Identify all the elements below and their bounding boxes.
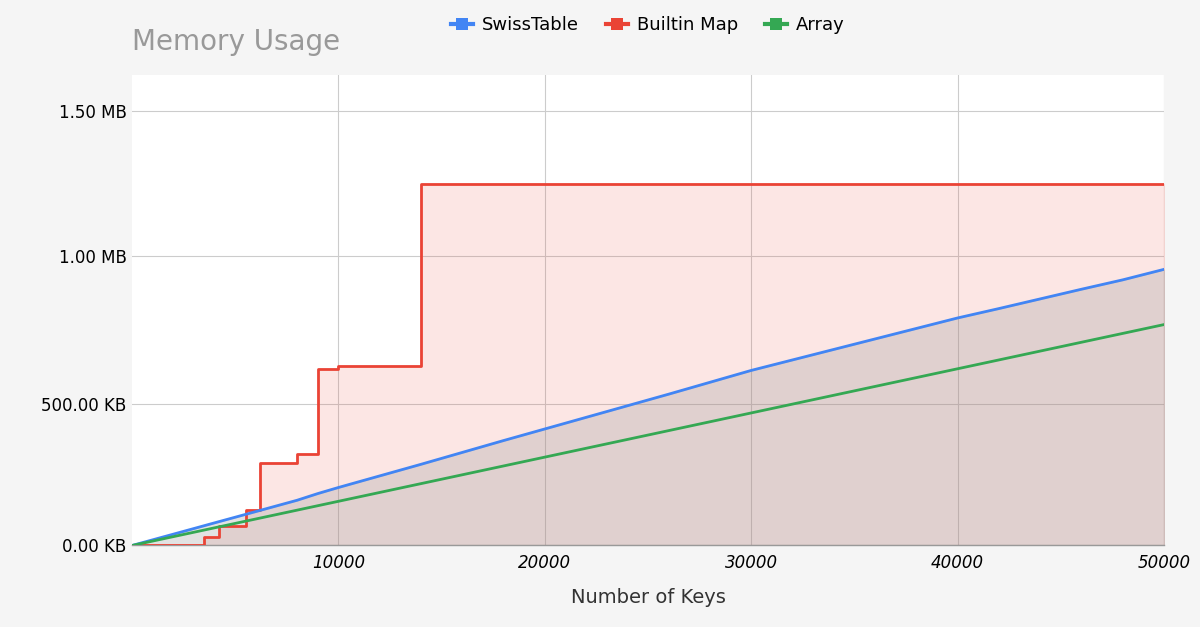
X-axis label: Number of Keys: Number of Keys — [570, 589, 726, 608]
Text: Memory Usage: Memory Usage — [132, 28, 340, 56]
Legend: SwissTable, Builtin Map, Array: SwissTable, Builtin Map, Array — [444, 9, 852, 41]
